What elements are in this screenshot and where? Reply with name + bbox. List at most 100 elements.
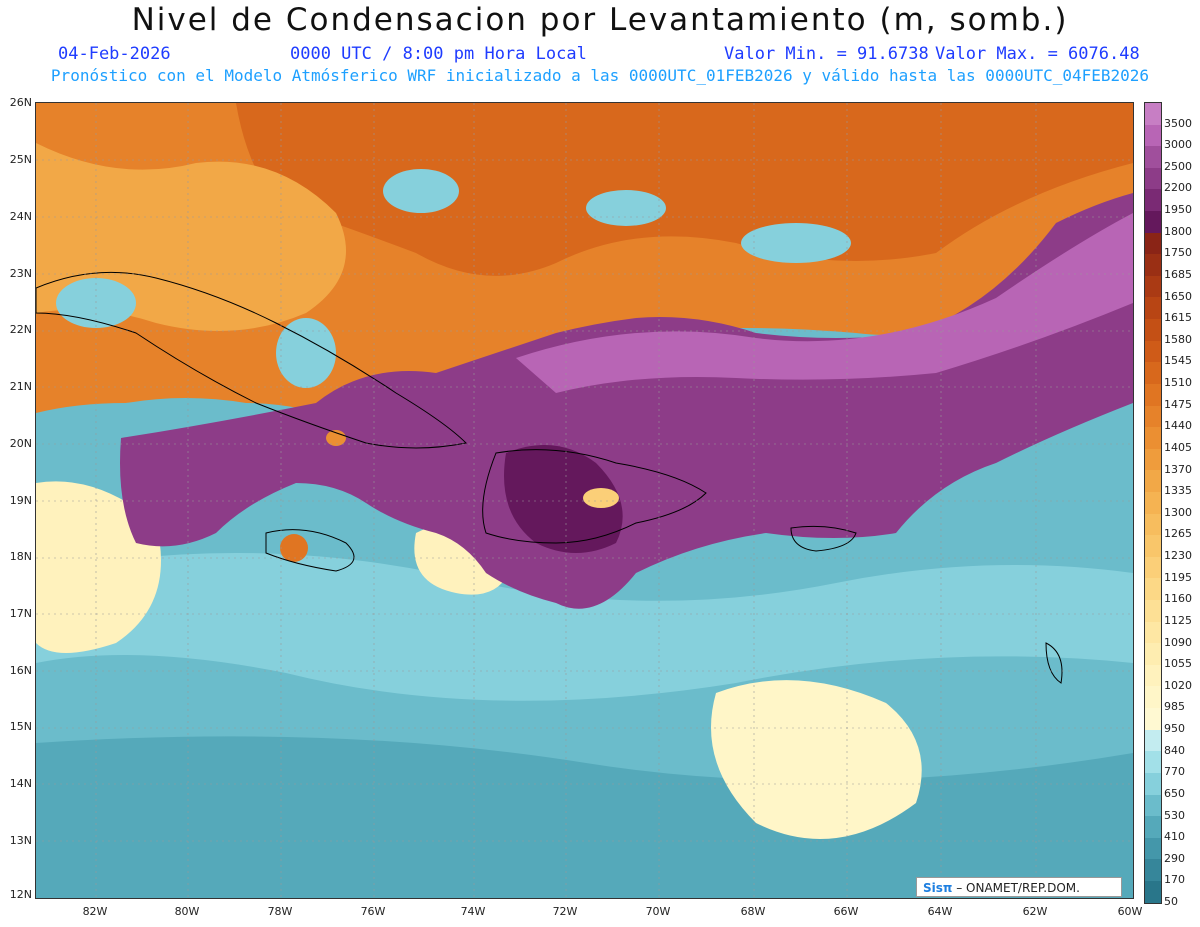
lat-label: 16N: [9, 664, 32, 677]
colorbar-swatch: [1145, 319, 1161, 341]
colorbar-swatch: [1145, 103, 1161, 125]
lat-label: 26N: [9, 96, 32, 109]
colorbar-level-label: 50: [1164, 895, 1178, 908]
lon-label: 82W: [82, 905, 108, 918]
patch-cuba-central: [276, 318, 336, 388]
valid-date: 04-Feb-2026: [58, 44, 171, 64]
credit-text: – ONAMET/REP.DOM.: [956, 881, 1080, 895]
colorbar-level-label: 1405: [1164, 440, 1192, 454]
lon-label: 76W: [360, 905, 386, 918]
colorbar-swatch: [1145, 578, 1161, 601]
colorbar-level-label: 650: [1164, 786, 1185, 800]
lat-label: 21N: [9, 380, 32, 393]
min-value: Valor Min. = 91.6738: [724, 44, 929, 64]
colorbar: [1144, 102, 1162, 904]
colorbar-swatch: [1145, 232, 1161, 255]
lcl-field-map: [36, 103, 1133, 898]
colorbar-level-label: 1300: [1164, 505, 1192, 519]
credit-box: Sisπ – ONAMET/REP.DOM.: [916, 877, 1122, 897]
forecast-info: Pronóstico con el Modelo Atmósferico WRF…: [50, 66, 1150, 85]
hotspot-1: [583, 488, 619, 508]
colorbar-level-label: 1750: [1164, 246, 1192, 260]
colorbar-level-label: 1020: [1164, 678, 1192, 692]
colorbar-swatch: [1145, 600, 1161, 622]
colorbar-level-label: 410: [1164, 830, 1185, 844]
lat-label: 13N: [9, 834, 32, 847]
colorbar-level-label: 840: [1164, 743, 1185, 757]
lat-label: 25N: [9, 153, 32, 166]
lon-label: 72W: [552, 905, 578, 918]
lon-label: 62W: [1022, 905, 1048, 918]
colorbar-level-label: 1615: [1164, 311, 1192, 325]
lon-label: 80W: [174, 905, 200, 918]
lon-label: 74W: [460, 905, 486, 918]
map-title: Nivel de Condensacion por Levantamiento …: [131, 2, 1069, 38]
colorbar-level-label: 1475: [1164, 397, 1192, 411]
colorbar-swatch: [1145, 491, 1161, 514]
graticule: [36, 103, 1133, 898]
lat-label: 24N: [9, 210, 32, 223]
lon-label: 78W: [267, 905, 293, 918]
lon-label: 68W: [740, 905, 766, 918]
lat-label: 18N: [9, 550, 32, 563]
colorbar-swatch: [1145, 254, 1161, 276]
colorbar-swatch: [1145, 535, 1161, 557]
puerto-rico-outline: [790, 525, 857, 552]
field-band-dark: [36, 736, 1133, 898]
colorbar-level-label: 1230: [1164, 549, 1192, 563]
colorbar-swatch: [1145, 621, 1161, 644]
max-value: Valor Max. = 6076.48: [935, 44, 1140, 64]
lat-label: 17N: [9, 607, 32, 620]
lat-label: 22N: [9, 323, 32, 336]
colorbar-level-label: 3000: [1164, 138, 1192, 152]
colorbar-swatch: [1145, 362, 1161, 384]
patch-bahamas-3: [741, 223, 851, 263]
colorbar-swatch: [1145, 729, 1161, 752]
colorbar-level-label: 1125: [1164, 613, 1192, 627]
field-purple-band: [120, 193, 1133, 609]
colorbar-swatch: [1145, 772, 1161, 795]
colorbar-swatch: [1145, 383, 1161, 406]
colorbar-swatch: [1145, 513, 1161, 536]
colorbar-level-label: 1950: [1164, 203, 1192, 217]
lat-label: 20N: [9, 437, 32, 450]
colorbar-level-label: 1055: [1164, 657, 1192, 671]
colorbar-swatch: [1145, 859, 1161, 881]
field-yellow-southeast: [711, 680, 922, 839]
field-purple-dark-hispaniola: [504, 445, 623, 553]
colorbar-level-label: 1440: [1164, 419, 1192, 433]
colorbar-swatch: [1145, 405, 1161, 428]
sispi-logo: Sisπ: [923, 881, 953, 895]
field-orange-deep: [236, 103, 1133, 276]
valid-time: 0000 UTC / 8:00 pm Hora Local: [290, 44, 587, 64]
colorbar-swatch: [1145, 189, 1161, 212]
colorbar-level-label: 950: [1164, 722, 1185, 736]
lat-label: 23N: [9, 267, 32, 280]
colorbar-swatch: [1145, 751, 1161, 773]
colorbar-swatch: [1145, 880, 1161, 903]
lat-label: 12N: [9, 888, 32, 901]
colorbar-level-label: 170: [1164, 873, 1185, 887]
colorbar-level-label: 1370: [1164, 462, 1192, 476]
colorbar-level-label: 1335: [1164, 484, 1192, 498]
colorbar-level-label: 1090: [1164, 635, 1192, 649]
colorbar-swatch: [1145, 643, 1161, 665]
colorbar-swatch: [1145, 470, 1161, 492]
colorbar-swatch: [1145, 167, 1161, 190]
colorbar-swatch: [1145, 556, 1161, 579]
colorbar-level-label: 1800: [1164, 224, 1192, 238]
colorbar-level-label: 1195: [1164, 570, 1192, 584]
colorbar-swatch: [1145, 794, 1161, 817]
colorbar-swatch: [1145, 340, 1161, 363]
lat-label: 19N: [9, 494, 32, 507]
colorbar-swatch: [1145, 297, 1161, 320]
lon-label: 64W: [927, 905, 953, 918]
colorbar-level-label: 2200: [1164, 181, 1192, 195]
colorbar-swatch: [1145, 146, 1161, 168]
hotspot-3: [280, 534, 308, 562]
colorbar-level-label: 2500: [1164, 159, 1192, 173]
colorbar-swatch: [1145, 448, 1161, 471]
field-band-light: [36, 553, 1133, 701]
colorbar-swatch: [1145, 427, 1161, 449]
lon-label: 60W: [1117, 905, 1143, 918]
